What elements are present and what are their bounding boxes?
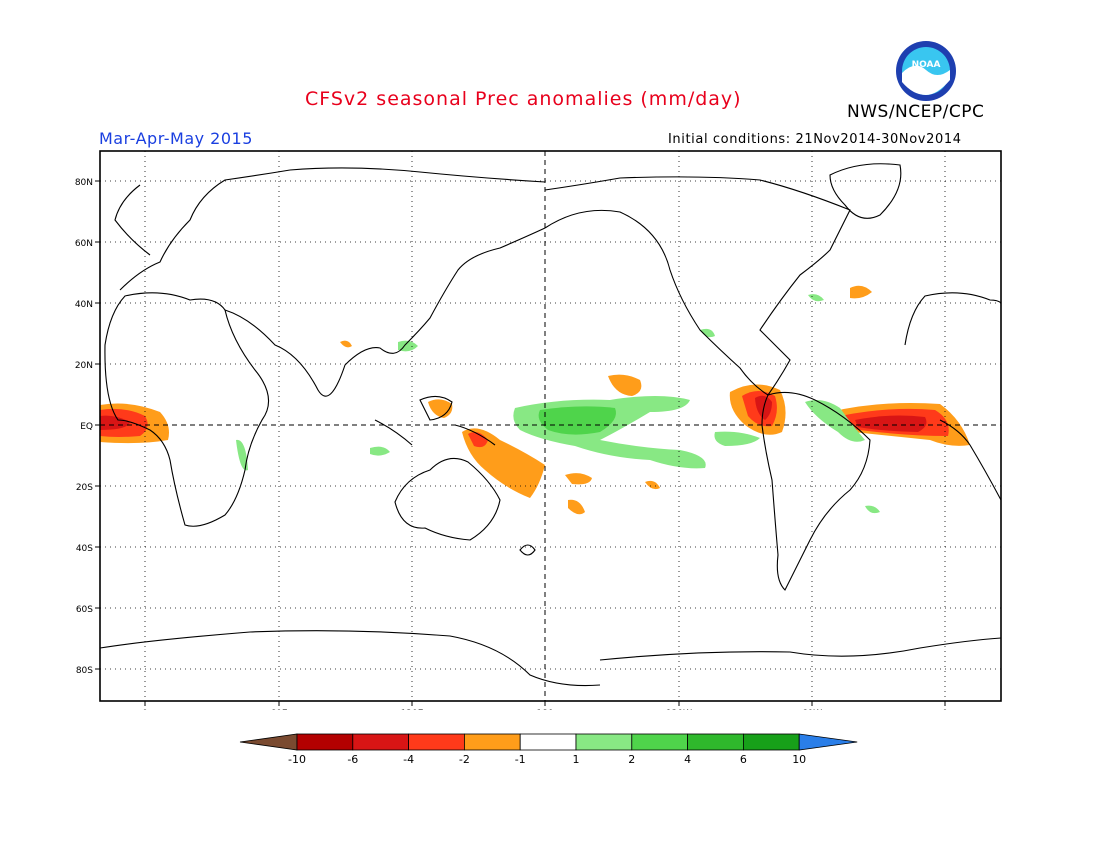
legend-swatch (296, 733, 354, 751)
coast-australia (394, 457, 501, 541)
anomaly-atlantic-strong (855, 415, 927, 432)
anomaly-north-atlantic (850, 285, 872, 299)
anomaly-south-pacific-patch (565, 473, 592, 485)
legend-label: 10 (792, 753, 806, 766)
legend-label: 2 (628, 753, 635, 766)
legend-swatch (687, 733, 744, 751)
coast-south-america (761, 391, 871, 591)
anomaly-amazon-wet (805, 400, 865, 442)
map-frame (99, 150, 1002, 702)
lat-label: 60S (76, 605, 93, 615)
coast-antarctica (100, 630, 1001, 687)
legend-swatch (352, 733, 409, 751)
legend-label: 1 (573, 753, 580, 766)
logo-text: NOAA (912, 60, 941, 70)
coast-africa-east-copy (904, 292, 1001, 501)
anomaly-central-pacific-wet-moderate (538, 406, 616, 435)
agency-label: NWS/NCEP/CPC (847, 102, 985, 122)
legend-swatch (743, 733, 800, 751)
noaa-logo: NOAA (896, 41, 956, 101)
legend-label: 4 (684, 753, 691, 766)
anomaly-south-atlantic-wet (865, 505, 880, 514)
lat-label: 20N (75, 361, 93, 371)
lon-label: 180 (536, 709, 553, 710)
coast-greenland (829, 163, 902, 219)
precip-anomaly-map: 80N 60N 40N 20N EQ 20S 40S 60S 80S 0 60E 120E 180 120… (75, 150, 1002, 710)
legend-label: -4 (403, 753, 414, 766)
anomaly-east-africa-wet (236, 439, 248, 471)
map-title: CFSv2 seasonal Prec anomalies (mm/day) (305, 88, 742, 110)
legend-swatch (408, 733, 465, 751)
lon-label: 0 (942, 709, 948, 710)
anomaly-layer (100, 285, 970, 515)
coast-north-america (544, 176, 851, 396)
coast-new-zealand (519, 544, 536, 556)
anomaly-new-guinea-moderate (468, 432, 488, 448)
anomaly-india-patch (340, 340, 352, 348)
anomaly-gulf-of-guinea-strong (100, 415, 130, 430)
coast-asia (224, 167, 546, 397)
anomaly-china-wet (398, 340, 418, 352)
legend-label: -10 (288, 753, 306, 766)
anomaly-north-atlantic-wet (808, 294, 824, 302)
coastline-layer (100, 163, 1001, 687)
anomaly-mexico-wet (700, 328, 715, 338)
lat-label: 80N (75, 178, 93, 188)
lon-label: 60E (270, 709, 287, 710)
anomaly-central-pacific-north (608, 374, 642, 396)
lat-label: 40N (75, 300, 93, 310)
legend-label: -6 (347, 753, 358, 766)
anomaly-indian-ocean-wet (370, 446, 390, 456)
legend-label: 6 (740, 753, 747, 766)
legend-arrow-left (239, 733, 298, 751)
legend-swatch (463, 733, 521, 751)
lon-label: 120W (666, 709, 692, 710)
legend-label: -2 (459, 753, 470, 766)
axis-labels: 80N 60N 40N 20N EQ 20S 40S 60S 80S 0 60E 120E 180 120… (75, 178, 948, 710)
lat-label: 80S (76, 666, 93, 676)
legend-label: -1 (515, 753, 526, 766)
lon-label: 60W (802, 709, 822, 710)
coast-africa (104, 292, 270, 527)
legend-swatch (519, 733, 577, 751)
logo-bird (902, 65, 950, 95)
grid-lines (95, 151, 1001, 706)
legend-arrow-right (798, 733, 858, 751)
coast-europe (114, 169, 291, 291)
anomaly-south-pacific-patch-3 (645, 480, 660, 490)
lat-label: 40S (76, 544, 93, 554)
lat-label: EQ (80, 422, 93, 432)
lon-label: 120E (401, 709, 424, 710)
lat-label: 20S (76, 483, 93, 493)
coast-indonesia (374, 395, 496, 446)
lon-label: 0 (142, 709, 148, 710)
legend-swatch (575, 733, 633, 751)
lat-label: 60N (75, 239, 93, 249)
initial-conditions-label: Initial conditions: 21Nov2014-30Nov2014 (668, 132, 962, 147)
anomaly-east-pacific-wet (714, 431, 760, 446)
anomaly-south-pacific-patch-2 (568, 499, 585, 515)
season-label: Mar-Apr-May 2015 (99, 129, 253, 148)
legend-swatch (631, 733, 688, 751)
